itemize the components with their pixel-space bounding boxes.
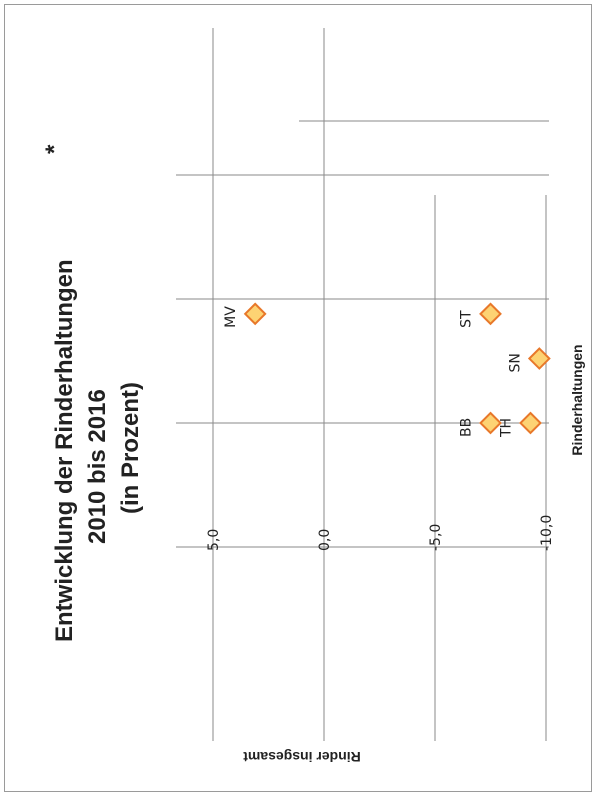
data-point-mv	[243, 302, 267, 326]
point-label-st: ST	[459, 310, 475, 328]
chart-title-line-2: 2010 bis 2016	[84, 389, 111, 544]
chart-title: Entwicklung der Rinderhaltungen * 2010 b…	[41, 144, 144, 642]
chart-frame	[4, 4, 592, 792]
chart-title-line-3: (in Prozent)	[117, 382, 144, 514]
data-point-bb	[479, 411, 502, 435]
tick-labels: 5,00,0-5,0-10,05,0-20,0-15,0-10,0-5,00,0…	[206, 515, 555, 551]
y-tick-label: 0,0	[317, 529, 333, 551]
point-label-bb: BB	[459, 418, 475, 437]
point-label-th: TH	[498, 418, 514, 438]
y-axis-title: Rinder insgesamt	[243, 749, 361, 765]
data-point-st	[479, 302, 502, 326]
x-axis-title: Rinderhaltungen	[569, 344, 585, 455]
data-points: MVSTBBSNTHNISLNWDESHHERPBWBY	[223, 302, 551, 438]
data-point-sn	[527, 347, 551, 370]
point-label-mv: MV	[223, 306, 239, 328]
y-tick-label: -10,0	[539, 515, 555, 551]
chart-title-footnote-mark: *	[41, 144, 68, 154]
point-label-sn: SN	[507, 353, 523, 372]
data-point-th	[519, 411, 542, 435]
y-tick-label: 5,0	[206, 529, 222, 551]
chart-title-line-1: Entwicklung der Rinderhaltungen	[51, 259, 78, 642]
y-tick-label: -5,0	[428, 524, 444, 551]
grid-lines	[176, 28, 549, 741]
